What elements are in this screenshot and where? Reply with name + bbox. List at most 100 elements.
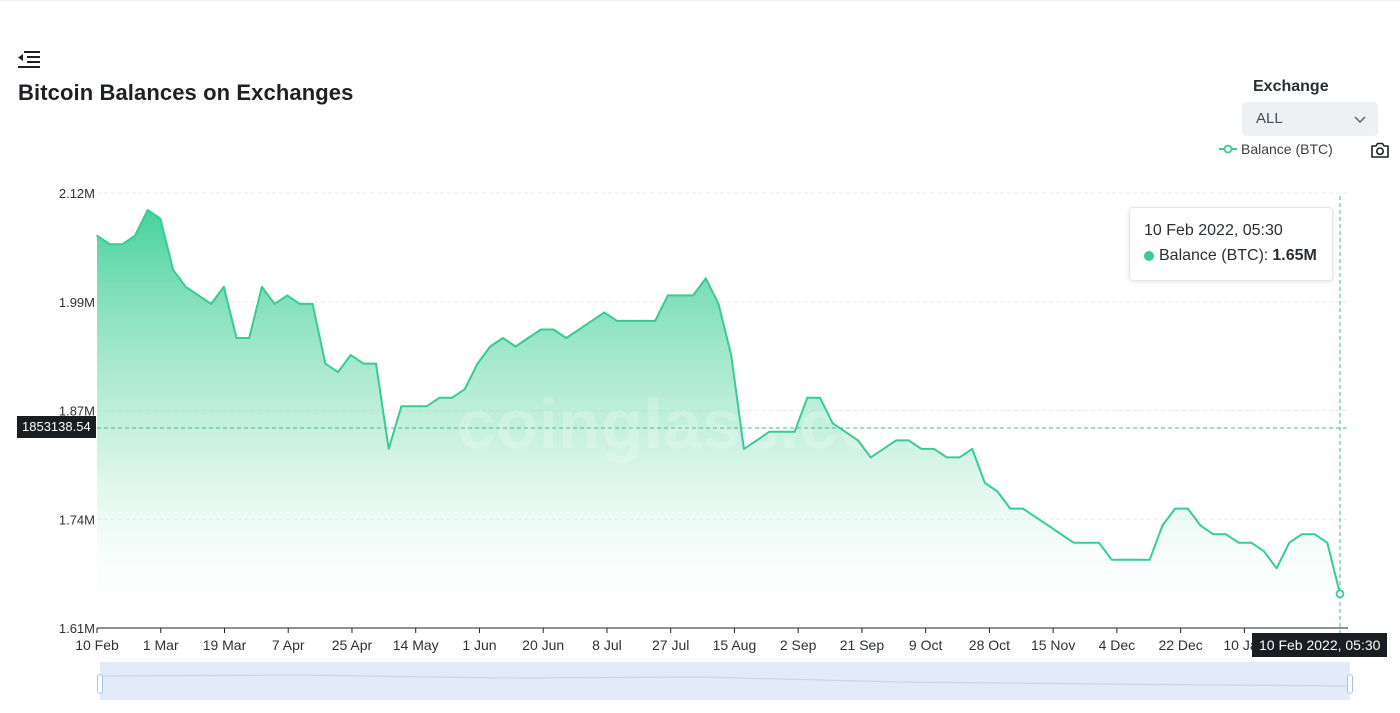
data-point — [527, 337, 529, 339]
exchange-label: Exchange — [1253, 78, 1329, 95]
data-point — [1288, 541, 1291, 544]
balance-area — [97, 210, 1340, 628]
data-point — [134, 234, 136, 237]
data-point — [387, 448, 390, 450]
datazoom-slider[interactable] — [99, 662, 1351, 700]
x-tick-label: 1 Mar — [143, 637, 179, 653]
chart-title: Bitcoin Balances on Exchanges — [18, 80, 354, 105]
x-tick-label: 2 Sep — [780, 637, 817, 653]
data-point — [1034, 516, 1037, 518]
data-point — [375, 362, 377, 365]
y-tick-label: 1.87M — [59, 404, 95, 419]
y-axis-pointer-label: 1853138.54 — [17, 416, 96, 438]
camera-icon[interactable] — [1370, 141, 1390, 159]
data-point — [730, 354, 732, 356]
data-point — [223, 286, 225, 288]
data-point — [1022, 507, 1024, 510]
data-point — [438, 396, 441, 399]
data-point — [717, 303, 720, 305]
data-point — [464, 388, 466, 391]
data-point — [743, 448, 745, 450]
data-point — [616, 320, 618, 322]
data-point — [882, 448, 885, 450]
data-point — [146, 209, 149, 211]
data-point — [958, 456, 961, 459]
data-point — [248, 337, 250, 339]
data-point — [1301, 533, 1303, 535]
data-point — [692, 294, 694, 297]
data-point — [502, 337, 504, 339]
data-point — [1199, 524, 1202, 527]
data-point — [451, 396, 453, 399]
data-point — [641, 320, 644, 322]
chart-tooltip: 10 Feb 2022, 05:30 Balance (BTC): 1.65M — [1129, 207, 1333, 281]
x-tick-label: 14 May — [393, 637, 439, 653]
data-point — [185, 286, 187, 288]
data-point — [869, 456, 872, 459]
data-point — [210, 303, 212, 305]
top-border — [0, 0, 1400, 1]
data-point — [895, 439, 897, 442]
data-point — [540, 328, 542, 331]
data-point — [933, 448, 935, 450]
x-tick-label: 19 Mar — [203, 637, 247, 653]
legend-item-balance[interactable]: Balance (BTC) — [1219, 141, 1333, 157]
data-point — [679, 294, 682, 297]
data-point — [857, 439, 859, 442]
data-point — [806, 396, 809, 399]
data-point — [1212, 533, 1214, 535]
x-tick-label: 8 Jul — [592, 637, 622, 653]
data-point — [159, 217, 162, 220]
data-point-highlight — [1335, 589, 1345, 599]
datazoom-handle-left[interactable] — [97, 674, 103, 694]
data-point — [1085, 541, 1088, 544]
data-point — [667, 294, 669, 297]
data-point — [96, 234, 98, 237]
data-point — [768, 431, 770, 433]
tooltip-dot-icon — [1144, 251, 1154, 261]
data-point — [349, 354, 352, 356]
y-tick-label: 1.61M — [59, 621, 95, 636]
data-point — [1136, 559, 1138, 561]
data-point — [793, 431, 796, 433]
x-tick-label: 1 Jun — [462, 637, 496, 653]
data-point — [844, 431, 847, 433]
tooltip-row: Balance (BTC): 1.65M — [1144, 247, 1317, 265]
data-point — [755, 439, 758, 442]
data-point — [1313, 533, 1316, 535]
data-point — [831, 422, 834, 425]
data-point — [108, 243, 111, 245]
data-point — [1174, 507, 1176, 510]
exchange-selected-value: ALL — [1256, 110, 1283, 127]
tooltip-series-label: Balance (BTC): — [1159, 247, 1269, 264]
x-tick-label: 21 Sep — [840, 637, 885, 653]
x-tick-label: 28 Oct — [969, 637, 1010, 653]
data-point — [984, 482, 986, 484]
data-point — [1110, 559, 1113, 561]
data-point — [400, 405, 403, 408]
tooltip-time: 10 Feb 2022, 05:30 — [1144, 222, 1283, 239]
data-point — [1060, 533, 1062, 535]
x-tick-label: 4 Dec — [1099, 637, 1136, 653]
x-tick-label: 15 Nov — [1031, 637, 1075, 653]
data-point — [781, 431, 783, 433]
data-point — [908, 439, 910, 442]
exchange-select[interactable]: ALL — [1242, 102, 1378, 136]
data-point — [172, 269, 174, 271]
data-point — [1326, 541, 1329, 544]
x-tick-label: 7 Apr — [272, 637, 305, 653]
x-tick-label: 15 Aug — [713, 637, 757, 653]
data-point — [565, 337, 568, 339]
data-point — [705, 277, 707, 280]
data-point — [1148, 559, 1151, 561]
data-point — [235, 337, 238, 339]
data-point — [1098, 541, 1100, 544]
data-point — [578, 328, 580, 331]
legend-label: Balance (BTC) — [1241, 141, 1333, 157]
data-point — [1275, 567, 1278, 570]
menu-collapse-icon[interactable] — [17, 49, 41, 69]
datazoom-handle-right[interactable] — [1347, 674, 1353, 694]
data-point — [362, 362, 365, 365]
data-point — [1237, 541, 1240, 544]
data-point — [1161, 524, 1164, 527]
